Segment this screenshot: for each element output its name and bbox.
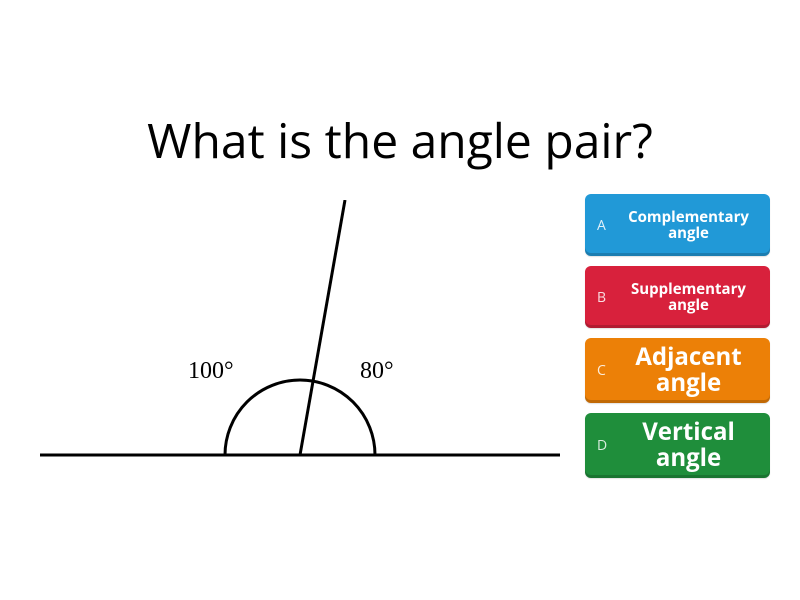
answer-option-d[interactable]: D Vertical angle bbox=[585, 413, 770, 478]
answer-text: Complementary angle bbox=[615, 203, 762, 248]
answer-option-a[interactable]: A Complementary angle bbox=[585, 194, 770, 256]
angle-diagram-svg bbox=[30, 200, 570, 490]
answer-option-c[interactable]: C Adjacent angle bbox=[585, 338, 770, 403]
angle-diagram: 100° 80° bbox=[30, 200, 570, 490]
answer-option-b[interactable]: B Supplementary angle bbox=[585, 266, 770, 328]
answer-list: A Complementary angle B Supplementary an… bbox=[585, 194, 770, 478]
answer-text: Supplementary angle bbox=[615, 275, 762, 320]
question-title: What is the angle pair? bbox=[0, 108, 800, 173]
right-angle-label: 80° bbox=[360, 358, 394, 385]
answer-text: Vertical angle bbox=[615, 413, 762, 478]
answer-letter: B bbox=[597, 288, 615, 307]
answer-letter: C bbox=[597, 361, 615, 380]
answer-text: Adjacent angle bbox=[615, 338, 762, 403]
ray bbox=[300, 200, 345, 455]
left-angle-label: 100° bbox=[188, 358, 234, 385]
answer-letter: D bbox=[597, 436, 615, 455]
answer-letter: A bbox=[597, 216, 615, 235]
angle-arc bbox=[225, 380, 375, 455]
